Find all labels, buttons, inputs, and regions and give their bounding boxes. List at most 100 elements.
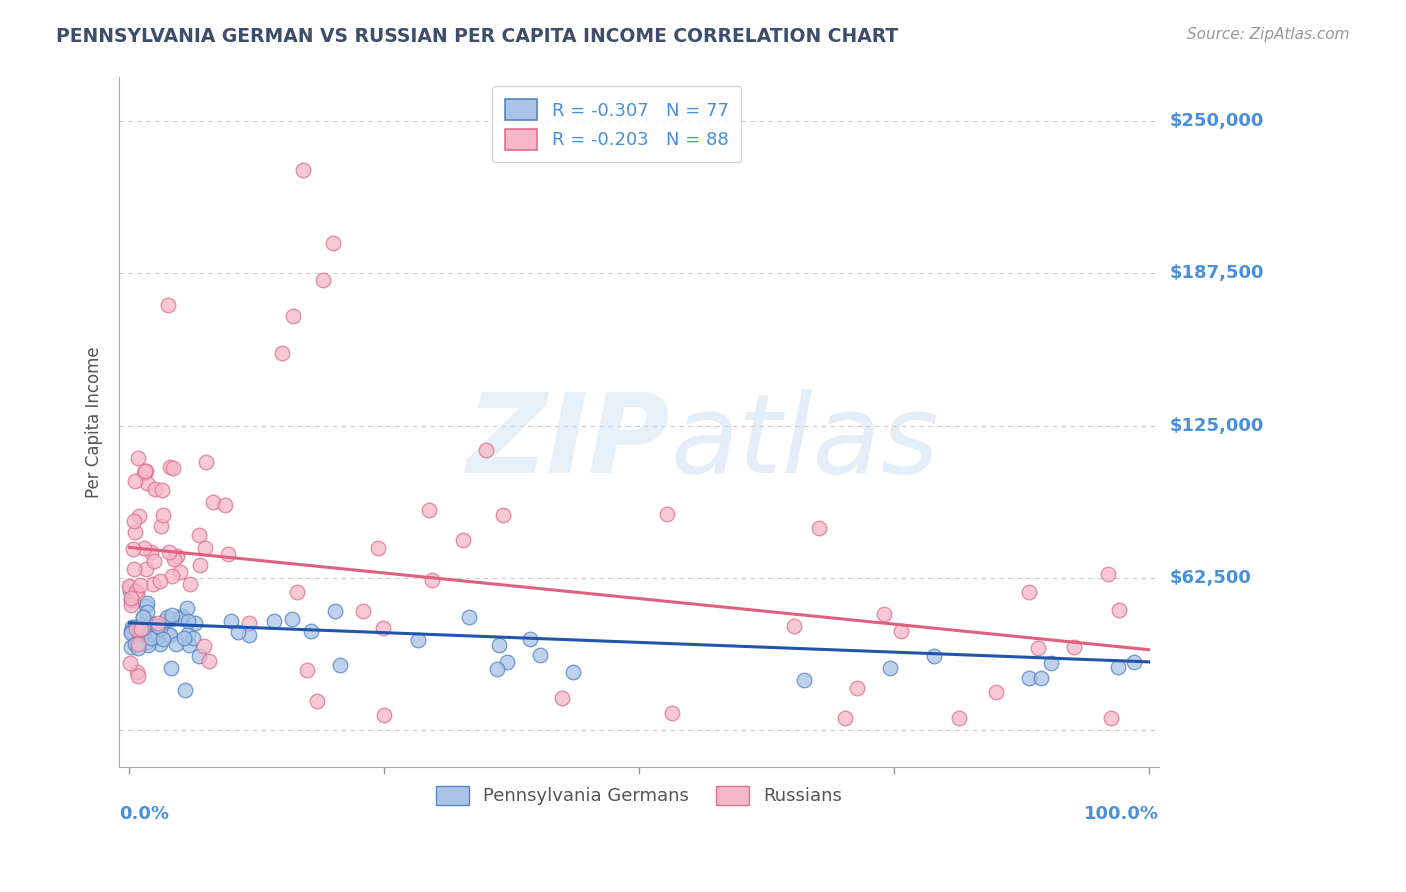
- Point: [127, 637, 149, 651]
- Point: [134, 464, 156, 478]
- Point: [808, 521, 831, 535]
- Point: [149, 637, 172, 651]
- Point: [184, 616, 207, 631]
- Point: [1063, 640, 1085, 654]
- Point: [329, 658, 352, 673]
- Legend: Pennsylvania Germans, Russians: Pennsylvania Germans, Russians: [429, 779, 849, 813]
- Point: [136, 638, 159, 652]
- Point: [146, 619, 169, 633]
- Point: [142, 577, 165, 591]
- Point: [890, 624, 912, 639]
- Point: [193, 640, 215, 654]
- Point: [120, 599, 142, 613]
- Point: [135, 562, 157, 576]
- Point: [155, 610, 177, 624]
- Point: [169, 611, 191, 625]
- Point: [122, 562, 145, 576]
- Point: [179, 577, 201, 591]
- Point: [139, 619, 162, 633]
- Point: [845, 681, 868, 695]
- Point: [124, 619, 146, 633]
- Y-axis label: Per Capita Income: Per Capita Income: [86, 346, 103, 498]
- Point: [281, 309, 304, 323]
- Point: [226, 624, 249, 639]
- Point: [149, 621, 172, 635]
- Point: [322, 235, 344, 250]
- Point: [120, 625, 142, 640]
- Point: [157, 298, 180, 312]
- Point: [1031, 671, 1053, 685]
- Point: [152, 508, 174, 522]
- Point: [127, 641, 149, 656]
- Point: [120, 593, 142, 607]
- Point: [834, 711, 856, 725]
- Point: [125, 583, 148, 598]
- Point: [157, 545, 180, 559]
- Point: [873, 607, 896, 621]
- Point: [162, 461, 184, 475]
- Point: [373, 708, 395, 723]
- Text: PENNSYLVANIA GERMAN VS RUSSIAN PER CAPITA INCOME CORRELATION CHART: PENNSYLVANIA GERMAN VS RUSSIAN PER CAPIT…: [56, 27, 898, 45]
- Point: [128, 624, 150, 638]
- Point: [1107, 660, 1129, 674]
- Point: [188, 558, 211, 573]
- Text: $187,500: $187,500: [1170, 264, 1264, 283]
- Point: [128, 509, 150, 524]
- Point: [146, 615, 169, 630]
- Point: [948, 711, 970, 725]
- Text: $125,000: $125,000: [1170, 417, 1264, 434]
- Point: [1026, 641, 1049, 656]
- Point: [165, 637, 187, 651]
- Point: [488, 639, 510, 653]
- Point: [271, 345, 294, 359]
- Point: [138, 621, 160, 635]
- Point: [160, 607, 183, 622]
- Point: [159, 627, 181, 641]
- Point: [561, 665, 583, 679]
- Point: [299, 624, 322, 638]
- Point: [1097, 566, 1119, 581]
- Point: [1018, 584, 1040, 599]
- Point: [122, 541, 145, 556]
- Point: [160, 569, 183, 583]
- Point: [173, 631, 195, 645]
- Point: [177, 615, 200, 629]
- Point: [127, 586, 149, 600]
- Point: [132, 622, 155, 636]
- Point: [281, 612, 304, 626]
- Text: $62,500: $62,500: [1170, 569, 1251, 587]
- Point: [177, 627, 200, 641]
- Point: [420, 573, 443, 587]
- Point: [197, 654, 219, 668]
- Point: [793, 673, 815, 687]
- Point: [136, 596, 159, 610]
- Point: [162, 552, 184, 566]
- Point: [121, 620, 143, 634]
- Text: 100.0%: 100.0%: [1084, 805, 1159, 823]
- Point: [127, 450, 149, 465]
- Point: [143, 554, 166, 568]
- Point: [352, 604, 374, 618]
- Point: [139, 631, 162, 645]
- Point: [132, 541, 155, 556]
- Point: [134, 466, 156, 480]
- Point: [120, 591, 142, 606]
- Point: [129, 622, 152, 636]
- Point: [170, 608, 193, 623]
- Point: [1099, 711, 1122, 725]
- Point: [221, 614, 243, 628]
- Text: ZIP: ZIP: [467, 389, 671, 496]
- Point: [238, 628, 260, 642]
- Point: [127, 669, 149, 683]
- Point: [152, 632, 174, 646]
- Point: [128, 622, 150, 636]
- Point: [166, 549, 188, 564]
- Point: [291, 163, 314, 178]
- Point: [312, 272, 335, 286]
- Point: [1040, 656, 1063, 670]
- Point: [451, 533, 474, 547]
- Point: [179, 638, 201, 652]
- Point: [418, 503, 440, 517]
- Point: [149, 574, 172, 588]
- Point: [519, 632, 541, 646]
